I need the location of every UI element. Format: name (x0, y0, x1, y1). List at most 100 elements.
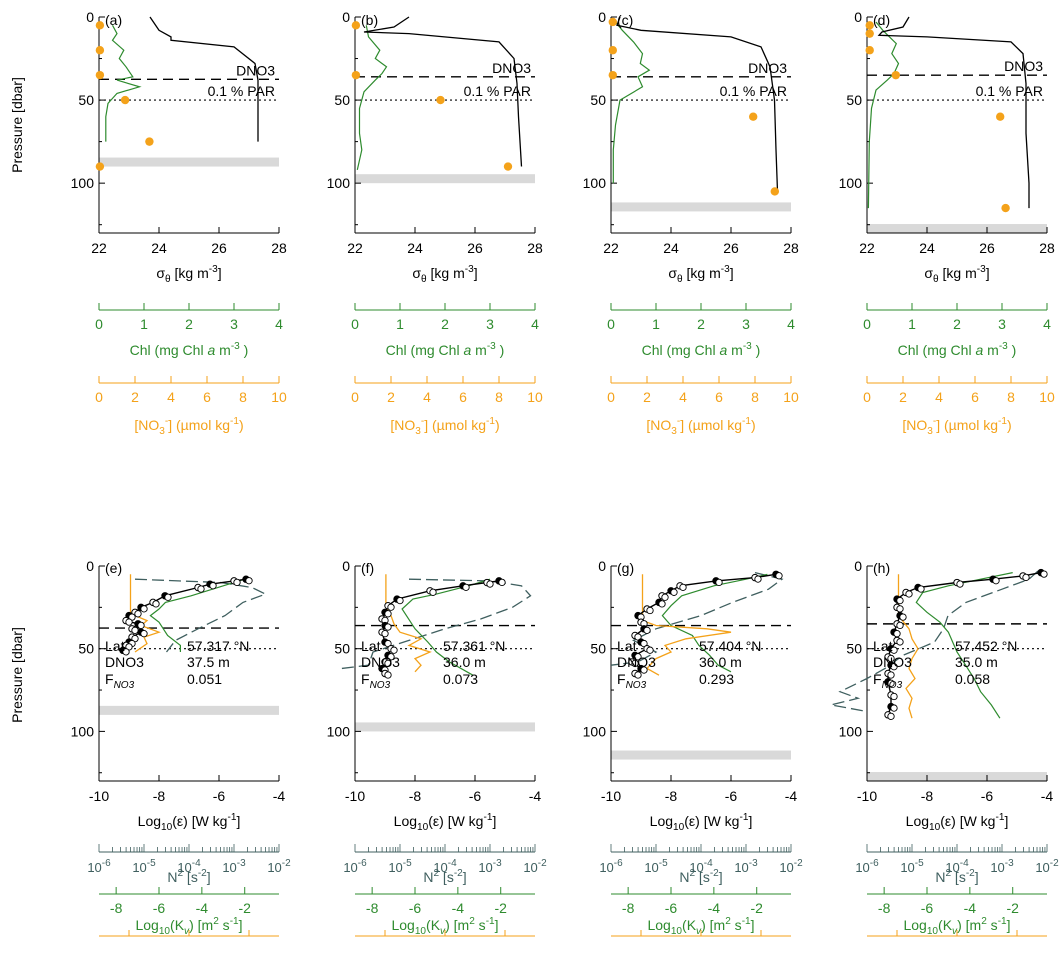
panel-2-n2-tick-label: 10-4 (433, 858, 457, 875)
top-pressure-axis-label: Pressure [dbar] (9, 77, 25, 173)
panel-3-eps-point-b (715, 578, 723, 587)
panel-1-par-label: 0.1 % PAR (208, 83, 275, 99)
panel-2-dno3-value: 36.0 m (443, 654, 486, 670)
panel-3-nitrate-point (608, 70, 617, 80)
panel-2-no3-axis-label: [NO3-] (µmol kg-1) (390, 416, 499, 437)
panel-4-lat-label: Lat (873, 638, 893, 654)
panel-2-bottom-y-tick-label: 100 (327, 723, 351, 739)
panel-3-sigma-axis-label: σθ [kg m-3] (668, 264, 733, 285)
panel-2-n2-tick-label: 10-2 (523, 858, 547, 875)
panel-2-bottom-seafloor-band (355, 722, 535, 732)
panel-2-eps-point-b (387, 653, 395, 661)
panel-3-fno3-info-label: FNO3 (617, 671, 647, 691)
panel-3-dno3-label: DNO3 (748, 60, 787, 76)
panel-4-n2-tick-label: 10-5 (900, 858, 924, 875)
panel-3-top-y-tick-label: 50 (590, 92, 606, 108)
panel-4-fno3-info-label: FNO3 (873, 671, 903, 691)
panel-3-kv-axis-tick-label: -4 (708, 900, 721, 916)
panel-2-kv-axis-tick-label: -6 (409, 900, 422, 916)
panel-1-eps-point-b (245, 577, 253, 585)
panel-4-eps-point-b (905, 590, 913, 598)
panel-3-eps-point-b (634, 653, 642, 661)
panel-3-chl-axis-tick-label: 0 (607, 316, 615, 332)
panel-1-n2-profile (134, 578, 268, 653)
panel-2-par-label: 0.1 % PAR (464, 83, 531, 99)
panel-3-eps-tick-label: -8 (665, 788, 678, 804)
panel-4-eps-point-b (890, 704, 898, 712)
panel-4-eps-point-b (896, 621, 904, 630)
panel-4-eps-point-b (896, 596, 904, 605)
panel-4-sigma-profile (877, 16, 1030, 209)
panel-1-top-y-tick-label: 100 (71, 175, 95, 191)
panel-4-kv-axis-tick-label: -6 (921, 900, 934, 916)
panel-2-bottom-letter: (f) (361, 560, 374, 576)
panel-1-chl-axis-tick-label: 0 (95, 316, 103, 332)
panel-4-no3-axis-tick-label: 8 (1007, 389, 1015, 405)
panel-4-top-y-tick-label: 0 (854, 9, 862, 25)
panel-3-n2-tick-label: 10-5 (644, 858, 668, 875)
panel-1-no3-axis-tick-label: 8 (239, 389, 247, 405)
panel-4-fno3-value: 0.058 (955, 671, 990, 687)
panel-2-kv-axis-label: Log10(Kv) [m2 s-1] (391, 916, 498, 937)
panel-4-top-seafloor-band (867, 224, 1047, 234)
panel-3-bottom-y-tick-label: 50 (590, 641, 606, 657)
panel-1-eps-tick-label: -8 (153, 788, 166, 804)
panel-1-nitrate-point (95, 21, 105, 30)
panel-3-eps-point-b (754, 575, 762, 583)
panel-2-sigma-tick-label: 28 (527, 240, 543, 256)
panel-4-eps-tick-label: -4 (1041, 788, 1054, 804)
panel-4-dno3-info-label: DNO3 (873, 654, 912, 670)
panel-2-eps-point-b (498, 578, 506, 587)
panel-2-nitrate-point (436, 95, 445, 105)
panel-1-nitrate-point (120, 95, 130, 105)
panel-1-nitrate-point (95, 70, 105, 80)
panel-1-eps-point-b (197, 585, 205, 593)
panel-4-no3-axis-tick-label: 2 (899, 389, 907, 405)
panel-3-chl-axis-label: Chl (mg Chl a m-3 ) (642, 341, 761, 358)
panel-3-nitrate-point (608, 46, 617, 55)
panel-1-eps-point-b (125, 618, 133, 626)
panel-1-top-y-tick-label: 0 (86, 9, 94, 25)
panel-2-eps-point-b (384, 671, 392, 679)
panel-1-chl-axis-label: Chl (mg Chl a m-3 ) (130, 341, 249, 358)
panel-3-eps-tick-label: -6 (725, 788, 738, 804)
panel-4-eps-point-b (896, 638, 904, 646)
panel-1-top-y-tick-label: 50 (78, 92, 94, 108)
panel-1-sigma-tick-label: 26 (211, 240, 227, 256)
panel-2-fno3-info-label: FNO3 (361, 671, 391, 691)
panel-3-eps-point-b (658, 600, 666, 608)
panel-4-sigma-axis-label: σθ [kg m-3] (924, 264, 989, 285)
panel-3-n2-tick-label: 10-6 (599, 858, 623, 875)
panel-4-lat-value: 57.452 °N (955, 638, 1017, 654)
panel-3-eps-point-b (646, 646, 654, 654)
panel-4-chl-axis-tick-label: 0 (863, 316, 871, 332)
panel-4-top-letter: (d) (873, 12, 890, 28)
panel-4-chl-axis-tick-label: 3 (998, 316, 1006, 332)
panel-4-eps-point-b (887, 679, 895, 687)
panel-4-no3-axis-tick-label: 0 (863, 389, 871, 405)
panel-3-eps-point-b (661, 593, 669, 601)
panel-3-nitrate-point (770, 187, 779, 196)
panel-2-bottom-y-tick-label: 50 (334, 641, 350, 657)
panel-2-eps-tick-label: -8 (409, 788, 422, 804)
panel-4-eps-point-b (992, 577, 1000, 585)
panel-2-bottom-y-tick-label: 0 (342, 558, 350, 574)
panel-4-nitrate-point (865, 21, 874, 30)
panel-2-eps-axis-label: Log10(ε) [W kg-1] (394, 812, 497, 833)
panel-3-eps-point-b (631, 659, 639, 668)
panel-1-no3-axis-tick-label: 0 (95, 389, 103, 405)
panel-1-n2-axis-label: N2 [s-2] (167, 868, 210, 885)
panel-1-sigma-profile (149, 16, 259, 142)
panel-2-top-letter: (b) (361, 12, 378, 28)
bottom-pressure-axis-label: Pressure [dbar] (9, 627, 25, 723)
panel-3-kv-axis-tick-label: -8 (622, 900, 635, 916)
panel-1-top-seafloor-band (99, 157, 279, 167)
panel-2-top-y-tick-label: 100 (327, 175, 351, 191)
panel-3-kv-axis-tick-label: -6 (665, 900, 678, 916)
panel-3-bottom-y-tick-label: 100 (583, 723, 607, 739)
panel-2-kv-axis-tick-label: -4 (452, 900, 465, 916)
panel-4-eps-point-b (1040, 570, 1048, 578)
panel-3-top-y-tick-label: 100 (583, 175, 607, 191)
panel-4-eps-point-b (887, 712, 895, 720)
panel-2-top-seafloor-band (355, 174, 535, 184)
